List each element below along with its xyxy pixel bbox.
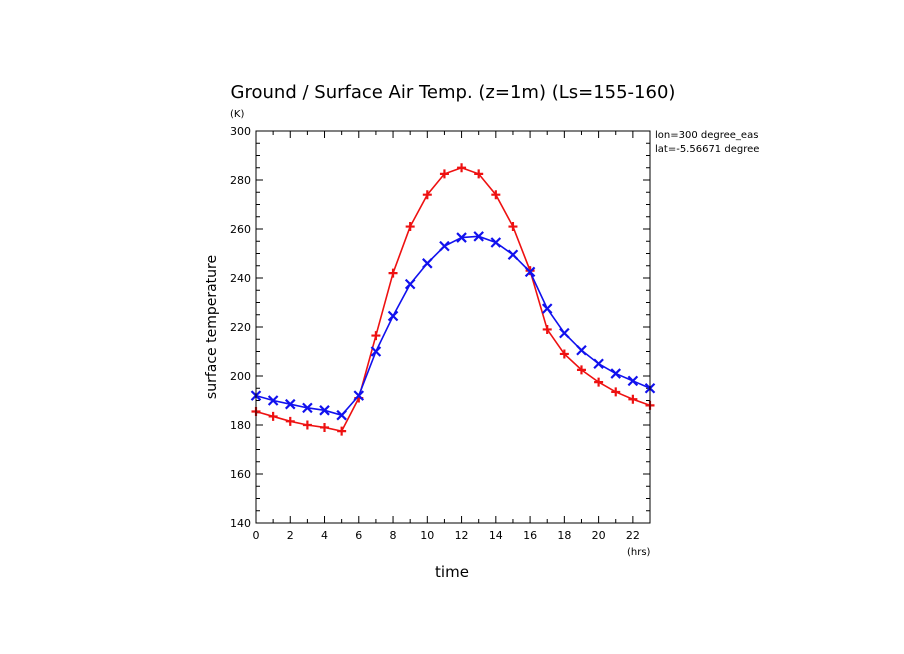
y-tick-label: 220 bbox=[230, 321, 251, 334]
data-point bbox=[320, 422, 330, 432]
data-point bbox=[524, 266, 536, 278]
data-point bbox=[559, 349, 569, 359]
data-point bbox=[507, 249, 519, 261]
data-point bbox=[490, 237, 502, 248]
data-point bbox=[456, 232, 467, 243]
data-point bbox=[576, 344, 587, 356]
data-point bbox=[405, 222, 415, 232]
annotation-lon: lon=300 degree_eas bbox=[655, 130, 758, 141]
y-tick-label: 280 bbox=[230, 174, 251, 187]
series-1 bbox=[250, 231, 656, 421]
x-tick-label: 4 bbox=[321, 529, 328, 542]
data-point bbox=[388, 268, 398, 278]
data-point bbox=[387, 310, 399, 322]
data-point bbox=[284, 398, 296, 410]
x-tick-label: 20 bbox=[592, 529, 606, 542]
x-tick-label: 12 bbox=[455, 529, 469, 542]
data-point bbox=[319, 405, 330, 416]
data-point bbox=[627, 375, 639, 387]
data-point bbox=[559, 327, 570, 339]
plot-frame bbox=[255, 130, 651, 524]
x-tick-label: 0 bbox=[253, 529, 260, 542]
data-point bbox=[576, 365, 586, 375]
x-unit-label: (hrs) bbox=[627, 547, 651, 558]
data-point bbox=[285, 416, 295, 426]
axes: 0 2 4 6 8 10 12 14 16 18 20 22 140 160 180 200 220 240 260… bbox=[230, 125, 651, 542]
x-tick-label: 8 bbox=[390, 529, 397, 542]
data-point bbox=[302, 402, 313, 414]
data-point bbox=[439, 169, 449, 179]
data-point bbox=[473, 231, 484, 242]
x-tick-label: 18 bbox=[557, 529, 571, 542]
x-tick-label: 6 bbox=[355, 529, 362, 542]
x-tick-label: 22 bbox=[626, 529, 640, 542]
data-point bbox=[302, 420, 312, 430]
y-tick-label: 260 bbox=[230, 223, 251, 236]
y-tick-label: 300 bbox=[230, 125, 251, 138]
y-tick-label: 160 bbox=[230, 468, 251, 481]
data-point bbox=[439, 240, 450, 252]
chart-title: Ground / Surface Air Temp. (z=1m) (Ls=15… bbox=[231, 82, 676, 103]
x-tick-label: 2 bbox=[287, 529, 294, 542]
data-point bbox=[593, 358, 604, 370]
data-point bbox=[457, 163, 467, 173]
data-point bbox=[491, 190, 501, 200]
y-unit-label: (K) bbox=[230, 109, 244, 120]
annotation-lat: lat=-5.56671 degree bbox=[655, 144, 759, 155]
data-point bbox=[611, 387, 621, 397]
y-axis-label: surface temperature bbox=[204, 255, 220, 399]
y-tick-label: 180 bbox=[230, 419, 251, 432]
data-point bbox=[371, 331, 381, 341]
data-point bbox=[542, 324, 552, 334]
x-tick-label: 16 bbox=[523, 529, 537, 542]
x-tick-label: 14 bbox=[489, 529, 503, 542]
data-point bbox=[404, 278, 416, 290]
plot-series bbox=[250, 163, 656, 436]
data-point bbox=[508, 222, 518, 232]
y-tick-label: 240 bbox=[230, 272, 251, 285]
data-point bbox=[474, 169, 484, 179]
data-point bbox=[268, 411, 278, 421]
data-point bbox=[610, 368, 622, 379]
x-tick-label: 10 bbox=[420, 529, 434, 542]
data-point bbox=[267, 395, 279, 406]
x-axis-label: time bbox=[435, 563, 469, 581]
data-point bbox=[594, 377, 604, 387]
y-tick-label: 200 bbox=[230, 370, 251, 383]
data-point bbox=[370, 346, 382, 357]
data-point bbox=[337, 426, 347, 436]
y-tick-label: 140 bbox=[230, 517, 251, 530]
data-point bbox=[541, 303, 553, 314]
data-point bbox=[353, 390, 365, 401]
data-point bbox=[628, 394, 638, 404]
data-point bbox=[422, 190, 432, 200]
data-point bbox=[422, 258, 433, 269]
data-point bbox=[336, 409, 347, 421]
